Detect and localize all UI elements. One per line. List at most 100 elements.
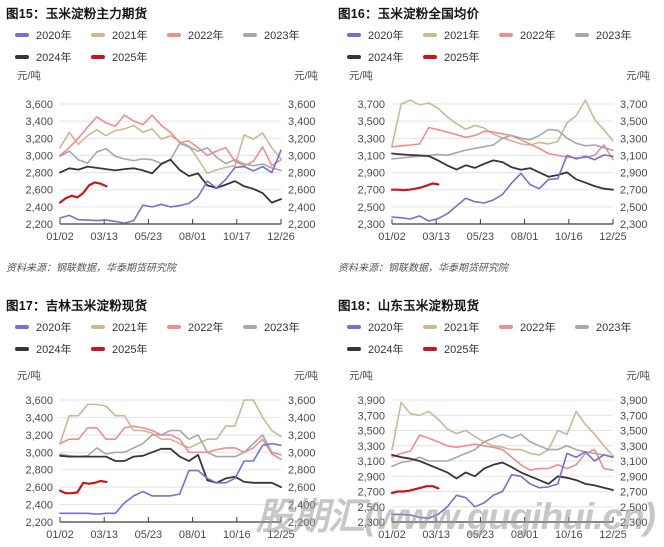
x-tick-label: 03/13: [422, 231, 450, 243]
legend-swatch: [15, 325, 29, 329]
y-tick-label: 3,500: [620, 116, 648, 128]
chart-panel: 图15：玉米淀粉主力期货 2020年 2021年 2022年 2023年 2024年 20…: [0, 0, 332, 292]
legend-swatch: [91, 347, 105, 351]
chart-plot: 3,700 3,700 3,500 3,500 3,300 3,300 3,100 3,100…: [357, 99, 648, 243]
source-note: 资料来源：钢联数据，华泰期货研究院: [6, 263, 176, 274]
legend-swatch: [499, 33, 513, 37]
y-tick-label: 3,200: [288, 430, 316, 442]
y-tick-label: 2,900: [620, 471, 648, 483]
y-tick-label: 2,900: [620, 168, 648, 180]
x-tick-label: 05/23: [135, 529, 163, 541]
series-line-2024: [391, 453, 614, 491]
x-tick-label: 05/23: [467, 231, 495, 243]
legend-label: 2023年: [264, 30, 300, 42]
legend-label: 2023年: [264, 322, 300, 334]
x-tick-label: 01/02: [46, 231, 74, 243]
series-line-2020: [391, 154, 614, 222]
legend-swatch: [243, 325, 257, 329]
series-line-2025: [390, 182, 440, 192]
y-tick-label: 2,500: [620, 502, 648, 514]
chart-title: 图18：山东玉米淀粉现货: [338, 299, 480, 313]
legend-label: 2021年: [112, 30, 148, 42]
chart-legend: 2020年 2021年 2022年 2023年 2024年 2025年: [347, 316, 659, 360]
x-tick-label: 01/02: [46, 529, 74, 541]
chart-legend: 2020年 2021年 2022年 2023年 2024年 2025年: [347, 24, 659, 68]
series-line-2025: [390, 485, 440, 495]
chart-title: 图17：吉林玉米淀粉现货: [6, 299, 148, 313]
y-tick-label: 3,200: [25, 430, 53, 442]
y-axis-unit-right: 元/吨: [626, 370, 650, 382]
y-tick-label: 2,600: [288, 482, 316, 494]
legend-swatch: [15, 347, 29, 351]
x-tick-label: 12/25: [599, 231, 627, 243]
legend-swatch: [423, 347, 437, 351]
legend-swatch: [347, 325, 361, 329]
legend-item: 2022年: [167, 24, 243, 46]
x-tick-label: 05/23: [467, 529, 495, 541]
series-line-2024: [59, 447, 282, 489]
y-tick-label: 3,100: [620, 150, 648, 162]
chart-plot: 3,600 3,600 3,400 3,400 3,200 3,200 3,000 3,000…: [25, 99, 316, 243]
chart-plot: 3,600 3,600 3,400 3,400 3,200 3,200 3,000 3,000…: [25, 395, 316, 541]
legend-label: 2025年: [112, 344, 148, 356]
y-tick-label: 2,800: [25, 465, 53, 477]
legend-swatch: [423, 55, 437, 59]
legend-item: 2020年: [347, 24, 423, 46]
legend-label: 2020年: [36, 30, 72, 42]
y-tick-label: 2,700: [357, 185, 385, 197]
series-line-2024: [391, 152, 614, 191]
chart-title: 图16：玉米淀粉全国均价: [338, 7, 480, 21]
legend-label: 2021年: [444, 30, 480, 42]
legend-swatch: [15, 33, 29, 37]
y-axis-unit-right: 元/吨: [626, 70, 650, 82]
chart-panel: 图18：山东玉米淀粉现货 2020年 2021年 2022年 2023年 2024年 20…: [332, 292, 664, 547]
y-tick-label: 3,100: [357, 456, 385, 468]
y-tick-label: 3,700: [620, 410, 648, 422]
legend-swatch: [575, 325, 589, 329]
legend-label: 2023年: [596, 322, 632, 334]
legend-swatch: [167, 33, 181, 37]
legend-label: 2025年: [444, 52, 480, 64]
y-tick-label: 2,300: [357, 517, 385, 529]
legend-swatch: [423, 325, 437, 329]
legend-swatch: [499, 325, 513, 329]
y-tick-label: 3,400: [25, 412, 53, 424]
series-line-2021: [391, 401, 614, 457]
y-axis-unit-left: 元/吨: [349, 370, 373, 382]
y-axis-unit-left: 元/吨: [349, 70, 373, 82]
y-tick-label: 2,500: [357, 202, 385, 214]
source-note: 资料来源：钢联数据，华泰期货研究院: [338, 263, 508, 274]
legend-item: 2023年: [575, 24, 651, 46]
y-tick-label: 3,000: [288, 150, 316, 162]
legend-label: 2020年: [368, 30, 404, 42]
x-tick-label: 03/13: [90, 231, 118, 243]
x-tick-label: 12/25: [267, 529, 295, 541]
chart-legend: 2020年 2021年 2022年 2023年 2024年 2025年: [15, 316, 327, 360]
y-axis-unit-right: 元/吨: [294, 370, 318, 382]
y-tick-label: 3,100: [357, 150, 385, 162]
y-tick-label: 2,300: [620, 219, 648, 231]
y-tick-label: 3,400: [288, 116, 316, 128]
y-axis-unit-right: 元/吨: [294, 70, 318, 82]
chart-legend: 2020年 2021年 2022年 2023年 2024年 2025年: [15, 24, 327, 68]
legend-label: 2024年: [36, 52, 72, 64]
legend-label: 2021年: [444, 322, 480, 334]
legend-item: 2021年: [91, 316, 167, 338]
series-line-2020: [391, 451, 614, 519]
legend-swatch: [575, 33, 589, 37]
y-tick-label: 3,400: [25, 116, 53, 128]
series-line-2023: [59, 142, 282, 172]
y-tick-label: 3,600: [25, 99, 53, 111]
legend-label: 2022年: [520, 30, 556, 42]
y-tick-label: 3,300: [620, 441, 648, 453]
series-line-2024: [59, 158, 282, 204]
y-axis-unit-left: 元/吨: [17, 70, 41, 82]
legend-swatch: [91, 325, 105, 329]
y-tick-label: 2,700: [620, 487, 648, 499]
legend-label: 2024年: [368, 344, 404, 356]
y-tick-label: 3,900: [357, 395, 385, 407]
y-tick-label: 3,300: [620, 133, 648, 145]
y-tick-label: 2,200: [25, 517, 53, 529]
legend-item: 2022年: [499, 316, 575, 338]
x-tick-label: 08/01: [511, 231, 539, 243]
